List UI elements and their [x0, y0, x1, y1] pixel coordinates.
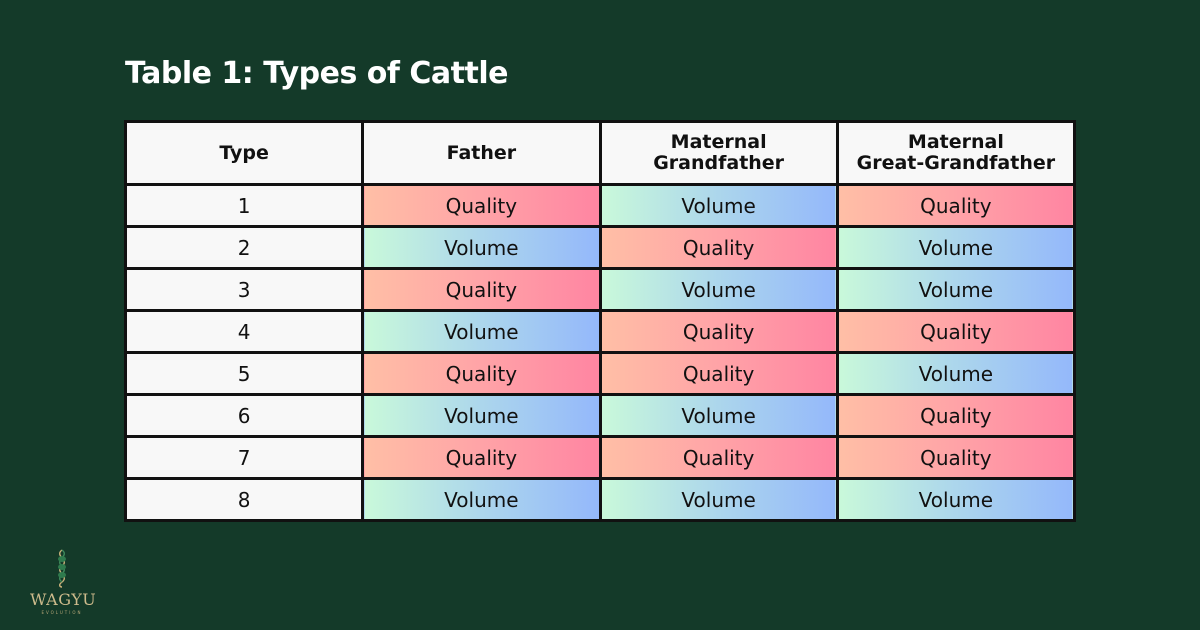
- cell-maternal-grandfather: Quality: [598, 351, 839, 396]
- table-body: 1 Quality Volume Quality 2 Volume Quality Volum…: [123, 183, 1077, 522]
- cell-type: 2: [123, 225, 365, 270]
- cell-maternal-great-grandfather: Volume: [835, 225, 1077, 270]
- table-row: 2 Volume Quality Volume: [123, 225, 1077, 270]
- logo-tagline: EVOLUTION: [41, 610, 83, 615]
- table-row: 5 Quality Quality Volume: [123, 351, 1077, 396]
- cell-father: Quality: [361, 351, 602, 396]
- cell-maternal-great-grandfather: Volume: [835, 267, 1077, 312]
- cell-maternal-grandfather: Quality: [598, 435, 839, 480]
- cell-maternal-grandfather: Volume: [598, 183, 839, 228]
- cell-maternal-great-grandfather: Volume: [835, 351, 1077, 396]
- page-title: Table 1: Types of Cattle: [125, 56, 508, 91]
- cell-type: 4: [123, 309, 365, 354]
- cell-maternal-grandfather: Quality: [598, 309, 839, 354]
- column-header-type: Type: [123, 120, 365, 186]
- cell-father: Quality: [361, 267, 602, 312]
- table-row: 7 Quality Quality Quality: [123, 435, 1077, 480]
- wagyu-evolution-logo: WAGYU EVOLUTION: [30, 548, 97, 615]
- table-row: 6 Volume Volume Quality: [123, 393, 1077, 438]
- cell-father: Volume: [361, 309, 602, 354]
- cell-maternal-great-grandfather: Quality: [835, 183, 1077, 228]
- table-row: 8 Volume Volume Volume: [123, 477, 1077, 522]
- cell-father: Volume: [361, 225, 602, 270]
- cell-father: Volume: [361, 393, 602, 438]
- cell-maternal-grandfather: Volume: [598, 477, 839, 522]
- cell-maternal-grandfather: Volume: [598, 267, 839, 312]
- column-header-maternal-grandfather: Maternal Grandfather: [598, 120, 839, 186]
- cell-maternal-grandfather: Volume: [598, 393, 839, 438]
- cell-maternal-great-grandfather: Quality: [835, 435, 1077, 480]
- cell-type: 8: [123, 477, 365, 522]
- cell-type: 1: [123, 183, 365, 228]
- table-row: 3 Quality Volume Volume: [123, 267, 1077, 312]
- table-header-row: Type Father Maternal Grandfather Materna…: [123, 120, 1077, 186]
- logo-brand-text: WAGYU: [30, 590, 97, 609]
- cell-maternal-great-grandfather: Volume: [835, 477, 1077, 522]
- cell-type: 3: [123, 267, 365, 312]
- cell-father: Quality: [361, 183, 602, 228]
- cell-maternal-great-grandfather: Quality: [835, 393, 1077, 438]
- cattle-types-table: Type Father Maternal Grandfather Materna…: [123, 120, 1077, 522]
- cell-type: 6: [123, 393, 365, 438]
- cell-maternal-great-grandfather: Quality: [835, 309, 1077, 354]
- table-row: 1 Quality Volume Quality: [123, 183, 1077, 228]
- column-header-maternal-great-grandfather: Maternal Great-Grandfather: [835, 120, 1077, 186]
- table-row: 4 Volume Quality Quality: [123, 309, 1077, 354]
- dna-helix-icon: [58, 549, 66, 588]
- cell-maternal-grandfather: Quality: [598, 225, 839, 270]
- cell-father: Quality: [361, 435, 602, 480]
- cell-type: 7: [123, 435, 365, 480]
- cell-type: 5: [123, 351, 365, 396]
- cell-father: Volume: [361, 477, 602, 522]
- column-header-father: Father: [361, 120, 602, 186]
